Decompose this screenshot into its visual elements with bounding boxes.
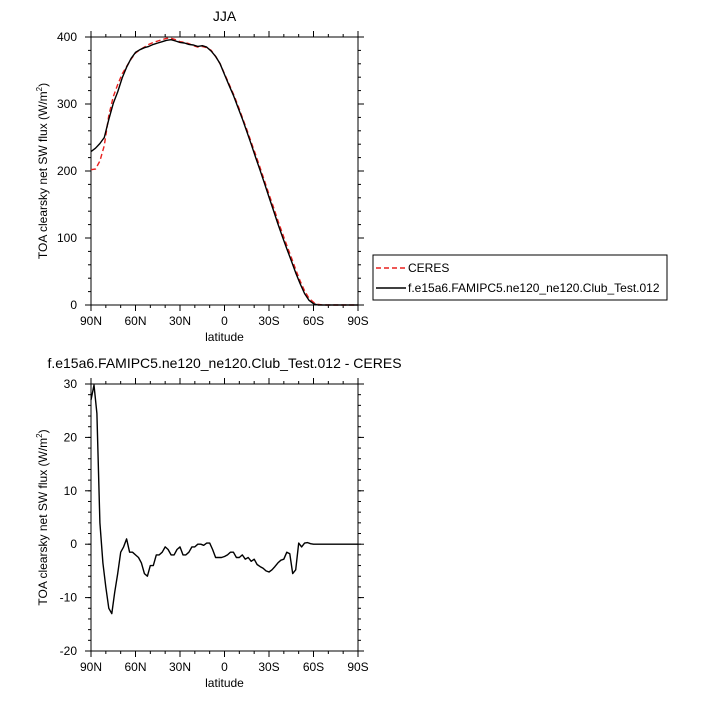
y-tick-label: 20 (64, 430, 78, 444)
chart-title: f.e15a6.FAMIPC5.ne120_ne120.Club_Test.01… (47, 355, 401, 371)
y-axis-label-close: ) (36, 429, 50, 433)
y-axis-label: TOA clearsky net SW flux (W/m2) (35, 83, 50, 259)
y-axis-label-text: TOA clearsky net SW flux (W/m (36, 438, 50, 606)
y-tick-label: 100 (57, 231, 77, 245)
x-axis-label: latitude (205, 676, 244, 690)
plot-frame (90, 383, 359, 652)
x-tick-label: 0 (221, 660, 228, 674)
chart-title: JJA (213, 8, 237, 24)
x-tick-label: 30S (258, 314, 279, 328)
y-tick-label: 0 (70, 537, 77, 551)
y-axis-label: TOA clearsky net SW flux (W/m2) (35, 429, 50, 605)
y-tick-label: 10 (64, 484, 78, 498)
y-axis-label-superscript: 2 (35, 433, 44, 438)
chart-panel-2: f.e15a6.FAMIPC5.ne120_ne120.Club_Test.01… (35, 355, 402, 690)
y-axis-label-text: TOA clearsky net SW flux (W/m (36, 91, 50, 259)
y-tick-label: -10 (60, 591, 78, 605)
plot-frame (90, 36, 359, 306)
y-tick-label: 0 (70, 298, 77, 312)
series-line-1 (90, 37, 358, 306)
y-tick-label: 300 (57, 97, 77, 111)
x-tick-label: 60N (124, 660, 146, 674)
y-tick-label: 400 (57, 30, 77, 44)
series-line-1 (90, 384, 358, 615)
y-tick-label: 30 (64, 377, 78, 391)
y-tick-label: 200 (57, 164, 77, 178)
chart-panel-1: JJA 90N 60N 30N 0 30S 60S 90S 0 100 200 300 400 latit… (35, 8, 668, 344)
legend-label: CERES (408, 261, 449, 275)
x-tick-label: 60N (124, 314, 146, 328)
x-tick-label: 0 (221, 314, 228, 328)
x-tick-label: 30S (258, 660, 279, 674)
legend-label: f.e15a6.FAMIPC5.ne120_ne120.Club_Test.01… (408, 281, 660, 295)
x-tick-label: 30N (169, 660, 191, 674)
x-tick-label: 90N (80, 660, 102, 674)
x-tick-label: 30N (169, 314, 191, 328)
x-tick-label: 60S (303, 660, 324, 674)
x-tick-label: 60S (303, 314, 324, 328)
legend: CERES f.e15a6.FAMIPC5.ne120_ne120.Club_Te… (372, 254, 668, 301)
x-axis-label: latitude (205, 330, 244, 344)
x-tick-label: 90S (347, 660, 368, 674)
y-tick-label: -20 (60, 644, 78, 658)
y-axis-label-superscript: 2 (35, 86, 44, 91)
x-tick-label: 90S (347, 314, 368, 328)
y-axis-label-close: ) (36, 83, 50, 87)
series-line-2 (90, 39, 358, 306)
legend-box (372, 254, 668, 301)
x-tick-label: 90N (80, 314, 102, 328)
